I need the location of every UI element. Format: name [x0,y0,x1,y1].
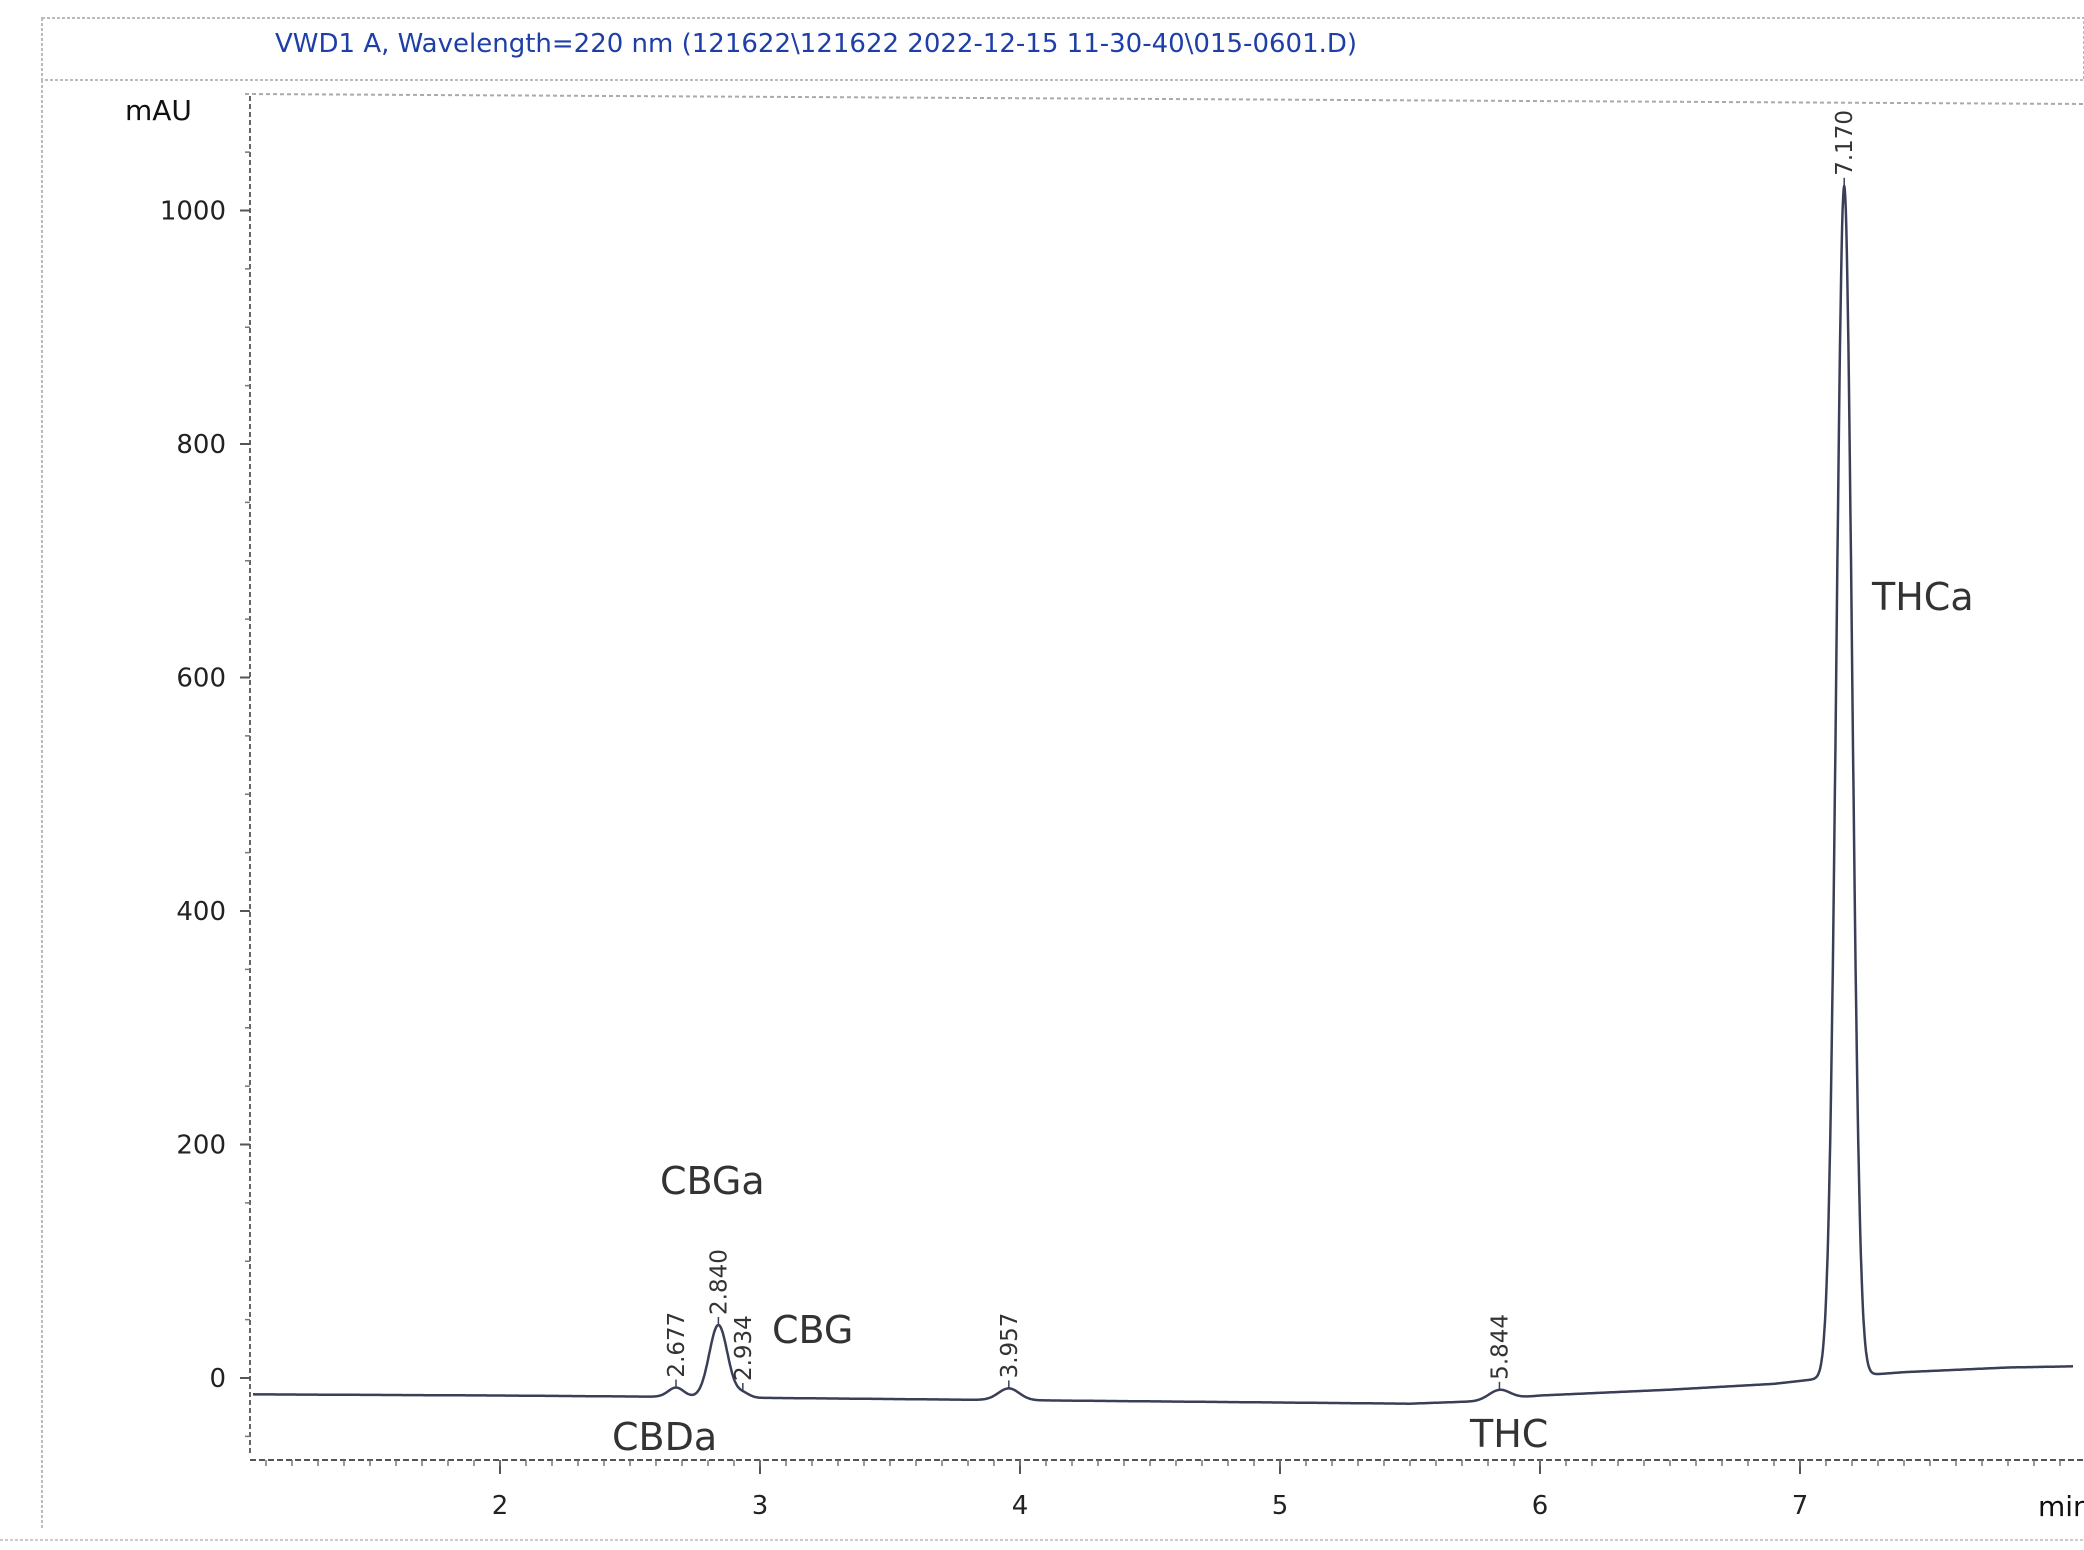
y-tick-label: 200 [176,1131,226,1161]
y-tick-label: 0 [209,1364,226,1394]
x-ticks: 2 3 4 5 6 7 [265,1460,2061,1521]
header-box [41,17,2084,81]
chromatogram-trace [252,184,2074,1405]
compound-label: THCa [1871,575,1974,619]
x-tick-label: 7 [1792,1491,1809,1521]
x-tick-label: 6 [1532,1491,1549,1521]
peak-rt-label: 3.957 [997,1313,1023,1379]
chart-title: VWD1 A, Wavelength=220 nm (121622\121622… [275,29,1357,59]
y-ticks: 0 200 400 600 800 1000 [160,151,250,1438]
y-tick-label: 800 [176,430,226,460]
peak-rt-label: 2.934 [731,1315,757,1381]
x-tick-label: 5 [1272,1491,1289,1521]
peak-rt-label: 2.840 [706,1249,732,1315]
y-tick-label: 400 [176,897,226,927]
compound-label: THC [1469,1412,1548,1456]
peak-rt-label: 5.844 [1487,1314,1513,1380]
compound-label: CBG [772,1308,853,1352]
peak-rt-label: 2.677 [664,1312,690,1378]
x-tick-label: 2 [492,1491,509,1521]
y-tick-label: 1000 [160,197,226,227]
peak-rt-label: 7.170 [1832,110,1858,176]
compound-labels: CBDa CBGa CBG THC THCa [612,575,1974,1459]
compound-label: CBDa [612,1415,717,1459]
plot-top-line [244,93,2084,105]
x-tick-label: 3 [752,1491,769,1521]
y-axis-unit: mAU [125,94,192,127]
y-tick-label: 600 [176,664,226,694]
x-axis-unit: min [2038,1490,2084,1523]
x-tick-label: 4 [1012,1491,1029,1521]
compound-label: CBGa [660,1159,765,1203]
